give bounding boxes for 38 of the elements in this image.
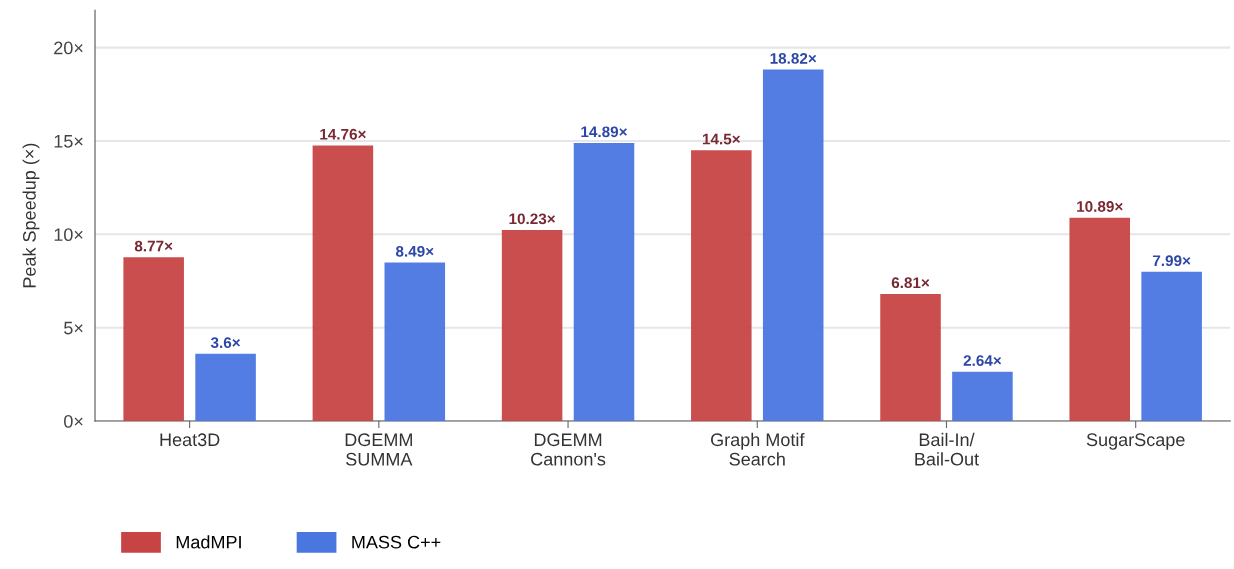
- data-label: 10.23×: [509, 213, 556, 225]
- y-tick-label: 20×: [54, 41, 83, 55]
- data-label: 8.77×: [134, 240, 173, 252]
- x-tick-label: Graph Motif Search: [711, 432, 805, 466]
- bar: [1069, 217, 1131, 422]
- data-label: 10.89×: [1077, 201, 1123, 212]
- y-tick-label: 5×: [64, 321, 83, 335]
- data-label: 7.99×: [1152, 255, 1191, 267]
- y-tick-label: 10×: [54, 228, 83, 242]
- bar: [1141, 271, 1202, 422]
- bar: [691, 150, 752, 422]
- data-label: 18.82×: [770, 53, 817, 64]
- data-label: 14.5×: [702, 133, 740, 145]
- data-label: 14.89×: [581, 126, 627, 138]
- y-axis-title: Peak Speedup (×): [22, 143, 40, 288]
- y-tick-label: 15×: [54, 135, 83, 148]
- y-tick-label: 0×: [64, 414, 83, 428]
- bar: [762, 69, 824, 422]
- x-tick-label: SugarScape: [1086, 433, 1185, 450]
- data-label: 2.64×: [963, 355, 1002, 366]
- bar: [384, 262, 446, 422]
- x-tick-label: DGEMM SUMMA: [345, 433, 413, 466]
- bar: [880, 293, 941, 422]
- bar: [195, 353, 256, 422]
- bar: [952, 371, 1013, 422]
- legend-label: MASS C++: [352, 535, 441, 549]
- bar: [573, 143, 635, 422]
- bar: [501, 230, 563, 422]
- data-label: 3.6×: [210, 337, 241, 349]
- x-tick-label: DGEMM Cannon's: [531, 433, 606, 466]
- legend-label: MadMPI: [176, 535, 241, 549]
- data-label: 14.76×: [320, 128, 366, 140]
- bar: [123, 257, 184, 422]
- bar: [312, 145, 374, 422]
- x-tick-label: Heat3D: [160, 433, 220, 447]
- x-tick-label: Bail-In/ Bail-Out: [915, 432, 979, 466]
- data-label: 6.81×: [891, 277, 930, 289]
- data-label: 8.49×: [395, 245, 434, 257]
